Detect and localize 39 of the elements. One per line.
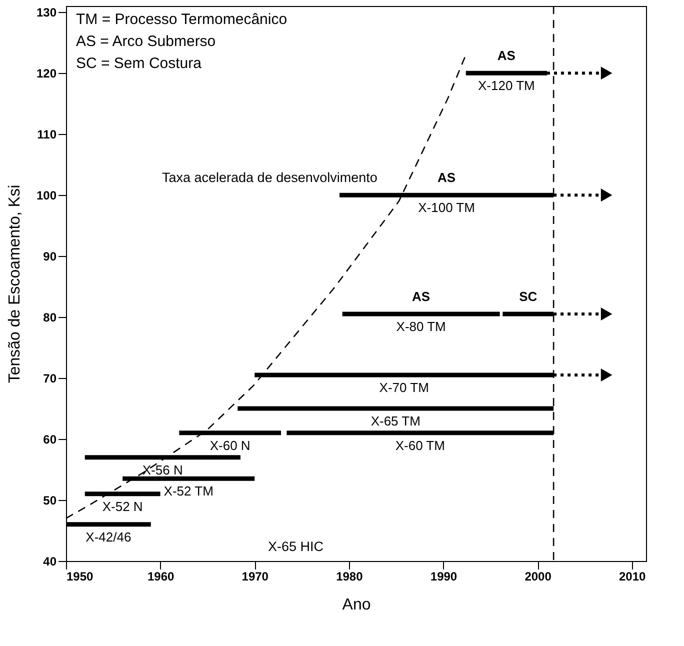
annotation: AS = Arco Submerso xyxy=(76,33,216,50)
y-tick-label: 120 xyxy=(36,66,57,81)
y-axis-title: Tensão de Escoamento, Ksi xyxy=(6,184,24,384)
series-label: X-42/46 xyxy=(86,529,132,544)
y-tick-label: 110 xyxy=(37,128,57,142)
series-label: X-56 N xyxy=(142,462,183,478)
x-axis-title: Ano xyxy=(342,596,371,614)
series-label: X-65 TM xyxy=(370,414,420,429)
annotation: TM = Processo Termomecânico xyxy=(76,11,288,28)
y-tick-label: 40 xyxy=(43,554,57,568)
y-tick-label: 100 xyxy=(36,188,57,203)
y-tick-label: 80 xyxy=(43,310,57,325)
annotation: AS xyxy=(412,288,430,304)
series-label: X-100 TM xyxy=(418,200,475,216)
series-label: X-60 TM xyxy=(395,438,445,453)
x-tick-label: 1950 xyxy=(66,570,94,584)
series-label: X-52 N xyxy=(102,498,143,514)
annotation: X-65 HIC xyxy=(268,539,324,554)
series-label: X-70 TM xyxy=(379,380,429,395)
y-tick-label: 90 xyxy=(43,250,57,264)
y-tick-label: 130 xyxy=(36,6,57,20)
x-tick-label: 1990 xyxy=(430,570,458,584)
y-tick-label: 70 xyxy=(43,372,57,386)
y-tick-label: 60 xyxy=(43,432,57,447)
x-tick-label: 2010 xyxy=(619,570,646,584)
y-tick-label: 50 xyxy=(43,494,57,508)
annotation: SC xyxy=(519,288,538,304)
x-tick-label: 2000 xyxy=(524,570,552,584)
series-label: X-52 TM xyxy=(164,484,214,499)
annotation: Taxa acelerada de desenvolvimento xyxy=(162,170,378,185)
series-label: X-80 TM xyxy=(396,318,446,334)
series-label: X-120 TM xyxy=(478,78,535,94)
annotation: AS xyxy=(438,170,456,186)
x-tick-label: 1960 xyxy=(147,570,174,584)
annotation: AS xyxy=(497,48,516,64)
series-label: X-60 N xyxy=(210,438,250,453)
x-tick-label: 1980 xyxy=(336,570,364,584)
annotation: SC = Sem Costura xyxy=(76,55,202,72)
x-tick-label: 1970 xyxy=(242,570,269,584)
